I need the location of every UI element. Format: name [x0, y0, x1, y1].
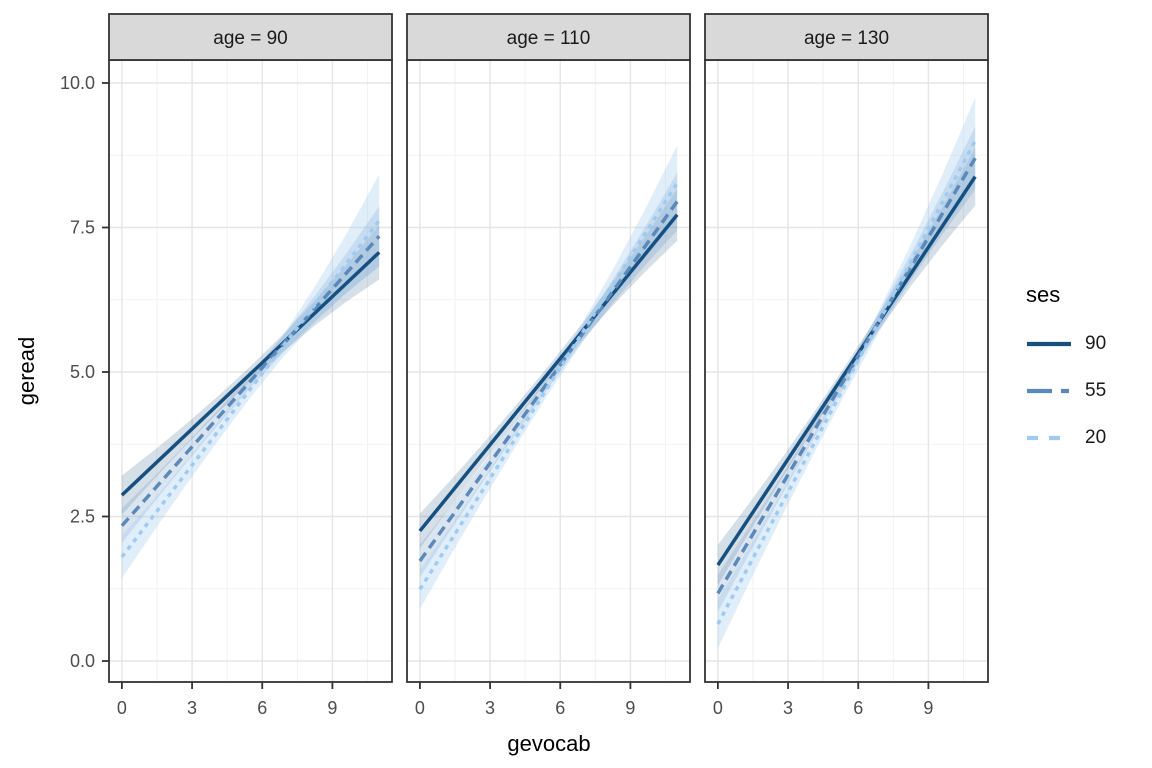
ci-ribbon-ses-20	[717, 97, 976, 649]
legend: ses 90 55 20	[1026, 282, 1106, 475]
y-tick-label: 10.0	[60, 73, 95, 93]
x-tick-label: 0	[415, 698, 425, 718]
x-tick-label: 6	[555, 698, 565, 718]
legend-entry-label: 20	[1085, 427, 1107, 449]
y-tick-label: 2.5	[70, 507, 95, 527]
legend-entries: 90 55 20	[1026, 334, 1106, 448]
fit-line-ses-55	[418, 200, 679, 563]
y-tick-label: 7.5	[70, 218, 95, 238]
fit-line-ses-20	[120, 219, 381, 559]
y-tick-label: 5.0	[70, 362, 95, 382]
legend-entry-ses-90: 90	[1026, 334, 1106, 354]
x-tick-label: 9	[923, 698, 933, 718]
fit-line-ses-90	[418, 213, 679, 533]
fit-line-ses-90	[120, 251, 381, 497]
facet-panel-0: age = 90 0 3 6 9	[108, 13, 393, 718]
legend-entry-ses-20: 20	[1026, 428, 1106, 448]
legend-title: ses	[1026, 282, 1061, 307]
x-tick-label: 3	[187, 698, 197, 718]
facet-strip-label: age = 110	[507, 28, 591, 49]
legend-entry-ses-55: 55	[1026, 381, 1106, 401]
y-axis-title: geread	[14, 336, 39, 406]
x-tick-label: 3	[485, 698, 495, 718]
y-tick-label: 0.0	[70, 651, 95, 671]
fit-line-ses-20	[716, 139, 977, 625]
legend-entry-label: 55	[1085, 380, 1107, 402]
facet-strip	[108, 13, 393, 61]
facet-strip-label: age = 130	[804, 28, 889, 49]
facet-strip-label: age = 90	[213, 28, 288, 49]
fit-line-ses-55	[120, 235, 381, 527]
legend-key-line-icon	[1027, 436, 1071, 441]
ci-ribbon-ses-20	[121, 174, 380, 579]
facet-strip	[406, 13, 691, 61]
ci-ribbon-ses-90	[419, 188, 678, 549]
x-tick-label: 9	[625, 698, 635, 718]
facet-panel-1: age = 110 0 3 6 9	[406, 13, 691, 718]
ci-ribbon-ses-90	[121, 225, 380, 515]
x-tick-label: 6	[853, 698, 863, 718]
facet-strip	[704, 13, 989, 61]
x-tick-label: 0	[713, 698, 723, 718]
x-axis-title: gevocab	[507, 731, 591, 756]
x-tick-label: 6	[257, 698, 267, 718]
legend-key-line-icon	[1027, 389, 1071, 394]
x-tick-label: 0	[117, 698, 127, 718]
fit-line-ses-55	[716, 157, 977, 595]
legend-entry-label: 90	[1085, 333, 1107, 355]
fit-line-ses-20	[418, 182, 679, 591]
x-tick-label: 3	[783, 698, 793, 718]
ci-ribbon-ses-90	[717, 147, 976, 586]
facet-panel-2: age = 130 0 3 6 9	[704, 13, 989, 718]
x-tick-label: 9	[327, 698, 337, 718]
legend-key-line-icon	[1027, 342, 1071, 347]
fit-line-ses-90	[716, 175, 977, 567]
ci-ribbon-ses-20	[419, 145, 678, 609]
